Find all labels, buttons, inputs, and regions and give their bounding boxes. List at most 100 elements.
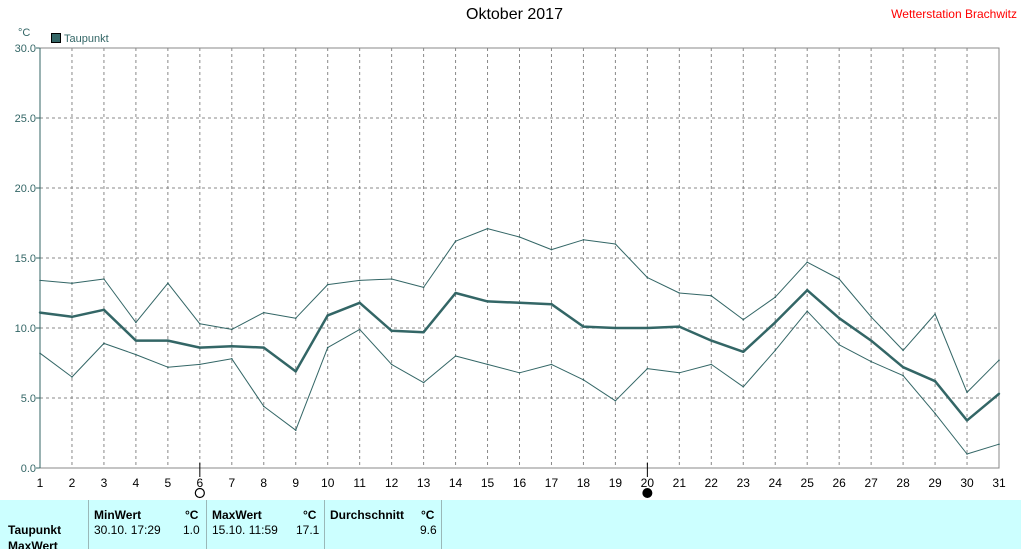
data-point-max (966, 391, 968, 394)
stats-divider (324, 500, 325, 549)
data-point-mean (646, 326, 649, 330)
min-header: MinWert (94, 508, 142, 522)
data-point-max (422, 286, 425, 289)
full-moon-icon (194, 487, 205, 499)
max-time: 15.10. 11:59 (212, 523, 278, 537)
x-tick-label: 11 (353, 476, 366, 490)
data-point-max (934, 313, 936, 315)
data-point-mean (326, 314, 329, 317)
data-point-min (135, 353, 137, 356)
data-point-max (71, 282, 73, 285)
data-point-min (902, 374, 904, 377)
data-point-mean (262, 346, 265, 349)
row-label-taupunkt: Taupunkt (8, 523, 62, 537)
legend-label: Taupunkt (64, 33, 109, 45)
data-point-min (486, 363, 489, 366)
data-point-mean (774, 321, 777, 324)
data-point-max (294, 317, 297, 320)
data-point-min (103, 342, 105, 345)
data-point-mean (901, 366, 905, 369)
data-point-min (199, 363, 201, 366)
x-tick-label: 28 (896, 476, 910, 490)
max-value: 17.1 (296, 523, 320, 537)
data-point-mean (38, 311, 42, 314)
data-point-max (39, 279, 41, 282)
avg-header: Durchschnitt (330, 508, 405, 522)
data-point-mean (486, 300, 489, 303)
x-tick-label: 6 (196, 476, 203, 490)
x-tick-label: 1 (37, 476, 44, 490)
x-tick-label: 21 (673, 476, 687, 490)
data-point-max (550, 248, 553, 251)
data-point-mean (997, 392, 1001, 395)
data-point-max (870, 316, 872, 318)
data-point-min (806, 310, 808, 313)
data-point-min (582, 379, 585, 381)
x-tick-label: 9 (292, 476, 299, 490)
data-point-min (294, 429, 297, 432)
data-point-mean (582, 325, 585, 328)
data-point-max (231, 328, 233, 331)
data-point-max (582, 239, 585, 241)
data-point-min (614, 400, 617, 402)
x-tick-label: 14 (449, 476, 463, 490)
row-label-maxwert: MaxWert (8, 539, 58, 549)
data-point-min (998, 443, 1000, 446)
new-moon-icon (642, 488, 653, 498)
y-tick-label: 25.0 (15, 113, 36, 125)
data-point-max (167, 282, 169, 285)
data-point-min (934, 412, 936, 415)
data-point-min (550, 363, 553, 366)
data-point-max (838, 278, 840, 280)
min-unit-header: °C (185, 508, 199, 522)
data-point-mean (742, 350, 745, 353)
stats-divider (88, 500, 89, 549)
x-tick-label: 2 (69, 476, 76, 490)
data-point-mean (454, 291, 457, 295)
data-point-mean (166, 339, 170, 342)
station-name: Wetterstation Brachwitz (891, 7, 1017, 21)
x-tick-label: 3 (101, 476, 108, 490)
x-tick-label: 8 (260, 476, 267, 490)
data-point-max (262, 311, 265, 314)
data-point-max (199, 323, 201, 325)
data-point-max (135, 321, 137, 324)
data-point-max (518, 236, 521, 238)
x-tick-label: 22 (705, 476, 719, 490)
data-point-min (390, 363, 393, 366)
data-point-min (231, 358, 233, 360)
x-tick-label: 17 (545, 476, 559, 490)
data-point-max (486, 227, 489, 230)
stats-table: MinWert °C MaxWert °C Durchschnitt °C Ta… (0, 500, 1021, 549)
x-tick-label: 25 (801, 476, 815, 490)
y-tick-label: 5.0 (21, 393, 36, 405)
data-point-mean (358, 301, 361, 304)
data-point-mean (550, 303, 553, 306)
data-point-mean (678, 325, 681, 328)
data-point-min (326, 346, 329, 349)
data-point-min (966, 453, 968, 455)
x-tick-label: 26 (832, 476, 846, 490)
data-point-mean (965, 419, 969, 422)
x-tick-label: 10 (321, 476, 335, 490)
y-tick-label: 30.0 (15, 43, 36, 55)
x-tick-label: 12 (385, 476, 399, 490)
data-point-min (262, 405, 265, 408)
x-tick-label: 29 (928, 476, 942, 490)
min-time: 30.10. 17:29 (94, 523, 161, 537)
data-point-min (358, 328, 361, 331)
data-point-mean (518, 301, 521, 304)
x-tick-label: 4 (133, 476, 140, 490)
data-point-min (710, 363, 713, 366)
data-point-max (390, 278, 393, 280)
x-tick-label: 7 (228, 476, 235, 490)
data-point-mean (230, 345, 233, 348)
x-tick-label: 31 (992, 476, 1006, 490)
x-tick-label: 27 (864, 476, 878, 490)
x-tick-label: 15 (481, 476, 495, 490)
data-point-max (742, 318, 745, 321)
data-point-mean (134, 339, 138, 342)
x-tick-label: 18 (577, 476, 591, 490)
data-point-max (806, 261, 808, 264)
